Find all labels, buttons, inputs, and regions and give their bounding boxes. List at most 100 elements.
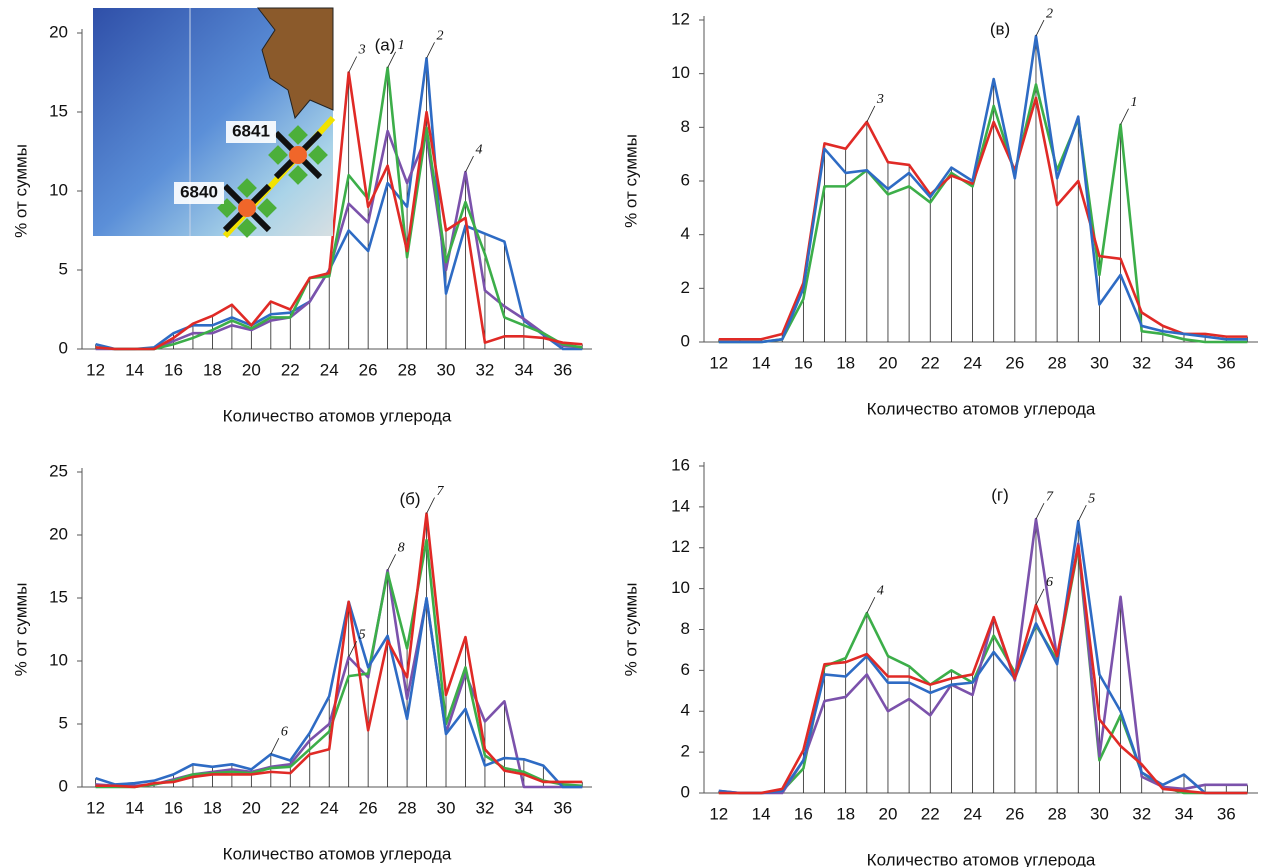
- x-tick-label: 16: [164, 360, 183, 379]
- x-tick-label: 20: [879, 804, 898, 823]
- annotation: 3: [358, 43, 366, 58]
- y-tick-label: 0: [681, 331, 690, 350]
- x-tick-label: 36: [1217, 353, 1236, 372]
- y-tick-label: 6: [681, 660, 690, 679]
- x-tick-label: 16: [794, 353, 813, 372]
- x-tick-label: 32: [475, 798, 494, 817]
- x-tick-label: 22: [921, 804, 940, 823]
- x-tick-label: 36: [553, 360, 572, 379]
- y-tick-label: 4: [681, 224, 690, 243]
- annotation: 4: [877, 583, 884, 598]
- panel-label: (г): [991, 485, 1009, 504]
- x-tick-label: 26: [1005, 353, 1024, 372]
- x-tick-label: 22: [921, 353, 940, 372]
- x-tick-label: 16: [794, 804, 813, 823]
- y-tick-label: 6: [681, 170, 690, 189]
- x-tick-label: 18: [836, 353, 855, 372]
- x-axis-label: Количество атомов углерода: [223, 406, 452, 425]
- annotation: 3: [876, 92, 884, 107]
- annotation: 5: [1088, 491, 1095, 506]
- series-line: [96, 540, 583, 787]
- annotation-leader: [1121, 109, 1129, 125]
- x-tick-label: 18: [836, 804, 855, 823]
- x-tick-label: 22: [281, 798, 300, 817]
- annotation: 6: [1046, 575, 1053, 590]
- x-tick-label: 24: [320, 798, 339, 817]
- x-tick-label: 14: [752, 804, 771, 823]
- annotation: 2: [1046, 6, 1053, 21]
- annotation-leader: [271, 738, 279, 754]
- y-tick-label: 5: [59, 259, 68, 278]
- x-tick-label: 36: [1217, 804, 1236, 823]
- x-tick-label: 14: [752, 353, 771, 372]
- annotation-leader: [1036, 503, 1044, 519]
- y-tick-label: 0: [59, 338, 68, 357]
- panel-label: (б): [399, 489, 420, 508]
- x-tick-label: 24: [963, 804, 982, 823]
- x-tick-label: 12: [86, 798, 105, 817]
- inset-label: 6841: [232, 121, 270, 140]
- x-tick-label: 28: [398, 798, 417, 817]
- annotation: 1: [398, 38, 405, 53]
- y-tick-label: 16: [671, 455, 690, 474]
- x-tick-label: 20: [242, 798, 261, 817]
- x-tick-label: 26: [1005, 804, 1024, 823]
- annotation: 4: [475, 142, 482, 157]
- x-tick-label: 28: [1048, 804, 1067, 823]
- y-tick-label: 20: [49, 22, 68, 41]
- y-tick-label: 10: [671, 578, 690, 597]
- y-tick-label: 25: [49, 461, 68, 480]
- inset-label: 6840: [180, 182, 218, 201]
- x-tick-label: 14: [125, 360, 144, 379]
- x-axis-label: Количество атомов углерода: [223, 844, 452, 863]
- x-tick-label: 32: [475, 360, 494, 379]
- y-tick-label: 12: [671, 9, 690, 28]
- x-tick-label: 12: [86, 360, 105, 379]
- annotation-leader: [427, 498, 435, 514]
- y-tick-label: 8: [681, 619, 690, 638]
- series-line: [719, 519, 1248, 793]
- y-axis-label: % от суммы: [621, 134, 640, 228]
- x-tick-label: 24: [963, 353, 982, 372]
- x-tick-label: 18: [203, 798, 222, 817]
- annotation: 2: [437, 28, 444, 43]
- y-tick-label: 10: [49, 650, 68, 669]
- x-tick-label: 34: [514, 798, 533, 817]
- annotation: 6: [281, 724, 288, 739]
- x-tick-label: 32: [1132, 804, 1151, 823]
- annotation-leader: [1036, 589, 1044, 605]
- x-tick-label: 16: [164, 798, 183, 817]
- y-tick-label: 12: [671, 537, 690, 556]
- y-tick-label: 14: [671, 496, 690, 515]
- series-line: [719, 548, 1248, 793]
- annotation-leader: [427, 42, 435, 58]
- y-axis-label: % от суммы: [11, 583, 30, 677]
- x-tick-label: 34: [1175, 353, 1194, 372]
- x-tick-label: 36: [553, 798, 572, 817]
- x-tick-label: 20: [879, 353, 898, 372]
- y-tick-label: 2: [681, 278, 690, 297]
- x-axis-label: Количество атомов углерода: [867, 850, 1096, 867]
- inset-station: [289, 146, 307, 164]
- annotation-leader: [465, 156, 473, 172]
- y-axis-label: % от суммы: [11, 144, 30, 238]
- y-tick-label: 15: [49, 587, 68, 606]
- annotation-leader: [867, 106, 875, 122]
- annotation: 8: [398, 540, 405, 555]
- x-tick-label: 34: [1175, 804, 1194, 823]
- x-tick-label: 30: [1090, 353, 1109, 372]
- annotation-leader: [1078, 505, 1086, 521]
- y-tick-label: 10: [671, 63, 690, 82]
- inset-map: 6841 6840: [93, 8, 333, 238]
- y-tick-label: 15: [49, 101, 68, 120]
- inset-station: [238, 199, 256, 217]
- x-tick-label: 18: [203, 360, 222, 379]
- annotation-leader: [388, 554, 396, 570]
- annotation: 5: [359, 627, 366, 642]
- x-tick-label: 30: [437, 360, 456, 379]
- x-tick-label: 12: [709, 353, 728, 372]
- y-axis-label: % от суммы: [621, 583, 640, 677]
- x-tick-label: 26: [359, 798, 378, 817]
- x-tick-label: 30: [1090, 804, 1109, 823]
- x-tick-label: 24: [320, 360, 339, 379]
